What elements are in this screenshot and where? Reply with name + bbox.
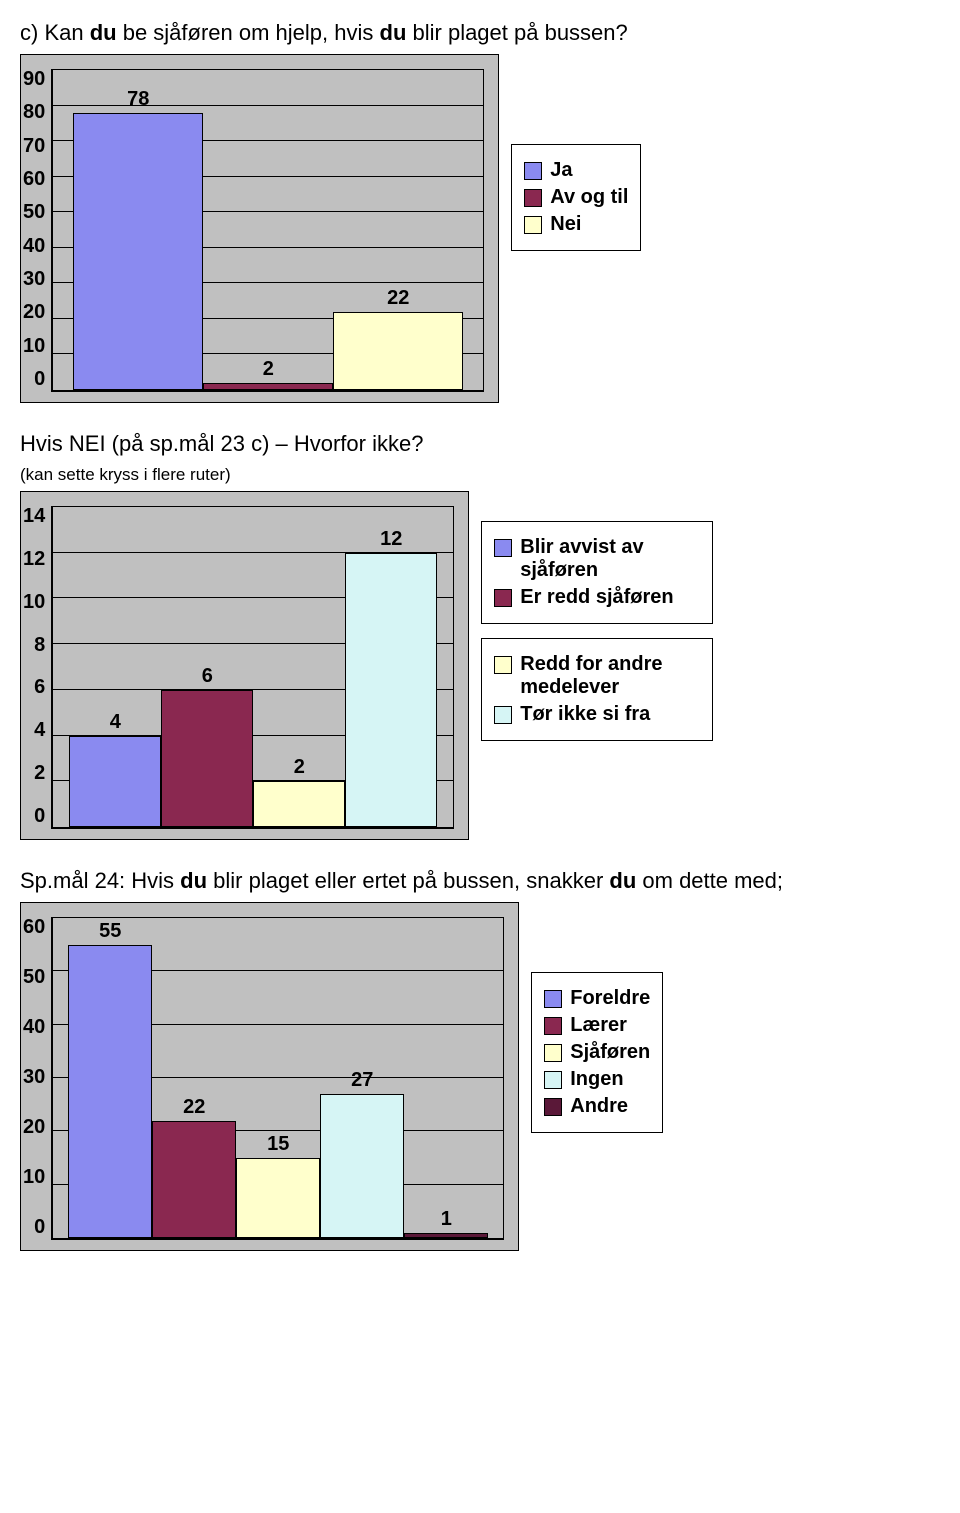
chart-1-wrap: 908070605040302010078222 JaAv og tilNei [20, 54, 940, 403]
y-tick: 2 [34, 763, 45, 783]
y-tick: 0 [34, 806, 45, 826]
y-tick: 30 [23, 1067, 45, 1087]
y-tick: 10 [23, 592, 45, 612]
bar: 2 [253, 507, 345, 827]
y-tick: 20 [23, 302, 45, 322]
y-tick: 8 [34, 635, 45, 655]
bar: 55 [68, 918, 152, 1238]
bar-value: 1 [441, 1208, 452, 1231]
y-tick: 0 [34, 369, 45, 389]
y-tick: 40 [23, 1017, 45, 1037]
bar: 6 [161, 507, 253, 827]
bar-value: 6 [202, 665, 213, 688]
legend-item: Av og til [524, 186, 628, 209]
bar: 12 [345, 507, 437, 827]
chart-3-wrap: 60 50 40 30 20 10 0 55 22 15 27 1 Foreldre Lærer Sjåf… [20, 902, 940, 1251]
bar-value: 55 [99, 920, 121, 943]
question-3: Sp.mål 24: Hvis du blir plaget eller ert… [20, 868, 940, 894]
bar-value: 4 [110, 711, 121, 734]
legend-item: Er redd sjåføren [494, 586, 700, 609]
bar-value: 15 [267, 1133, 289, 1156]
legend-item: Lærer [544, 1014, 650, 1037]
legend-item: Ja [524, 159, 628, 182]
question-1: c) Kan du be sjåføren om hjelp, hvis du … [20, 20, 940, 46]
question-2-sub: (kan sette kryss i flere ruter) [20, 465, 940, 485]
chart-3-legend: Foreldre Lærer Sjåføren Ingen Andre [531, 972, 663, 1133]
y-tick: 20 [23, 1117, 45, 1137]
question-2: Hvis NEI (på sp.mål 23 c) – Hvorfor ikke… [20, 431, 940, 457]
chart-1: 908070605040302010078222 [20, 54, 499, 403]
y-tick: 6 [34, 677, 45, 697]
y-tick: 50 [23, 202, 45, 222]
bar: 4 [69, 507, 161, 827]
y-tick: 4 [34, 720, 45, 740]
bar-value: 12 [380, 528, 402, 551]
chart-2-wrap: 14 12 10 8 6 4 2 0 4 6 2 12 Blir avvist av sjåføren… [20, 491, 940, 840]
bar: 27 [320, 918, 404, 1238]
legend-item: Blir avvist av sjåføren [494, 536, 700, 582]
y-tick: 12 [23, 549, 45, 569]
y-tick: 10 [23, 1167, 45, 1187]
bar-value: 78 [127, 88, 149, 111]
chart-3: 60 50 40 30 20 10 0 55 22 15 27 1 [20, 902, 519, 1251]
chart-1-legend: Ja Av og til Nei [511, 144, 641, 251]
y-tick: 60 [23, 917, 45, 937]
legend-item: Redd for andre medelever [494, 653, 700, 699]
legend-item: Foreldre [544, 987, 650, 1010]
chart-2-legend-box: Redd for andre medelever Tør ikke si fra [481, 638, 713, 741]
y-tick: 14 [23, 506, 45, 526]
bar: 1 [404, 918, 488, 1238]
chart-2: 14 12 10 8 6 4 2 0 4 6 2 12 [20, 491, 469, 840]
bar-value: 22 [183, 1096, 205, 1119]
chart-2-legend-box: Blir avvist av sjåføren Er redd sjåføren [481, 521, 713, 624]
bar-value: 22 [387, 287, 409, 310]
y-tick: 90 [23, 69, 45, 89]
bar: 78 [73, 70, 203, 390]
y-tick: 30 [23, 269, 45, 289]
chart-2-legend: Blir avvist av sjåføren Er redd sjåføren R… [481, 521, 713, 741]
bar: 2 [203, 70, 333, 390]
y-tick: 10 [23, 336, 45, 356]
y-tick: 80 [23, 102, 45, 122]
legend-item: Tør ikke si fra [494, 703, 700, 726]
bar-value: 2 [263, 358, 274, 381]
bar: 22 [152, 918, 236, 1238]
y-tick: 70 [23, 136, 45, 156]
legend-item: Andre [544, 1095, 650, 1118]
y-tick: 50 [23, 967, 45, 987]
bar: 15 [236, 918, 320, 1238]
y-tick: 40 [23, 236, 45, 256]
bar: 22 [333, 70, 463, 390]
bar-value: 27 [351, 1069, 373, 1092]
legend-item: Ingen [544, 1068, 650, 1091]
legend-item: Nei [524, 213, 628, 236]
legend-item: Sjåføren [544, 1041, 650, 1064]
y-tick: 0 [34, 1217, 45, 1237]
y-tick: 60 [23, 169, 45, 189]
bar-value: 2 [294, 756, 305, 779]
